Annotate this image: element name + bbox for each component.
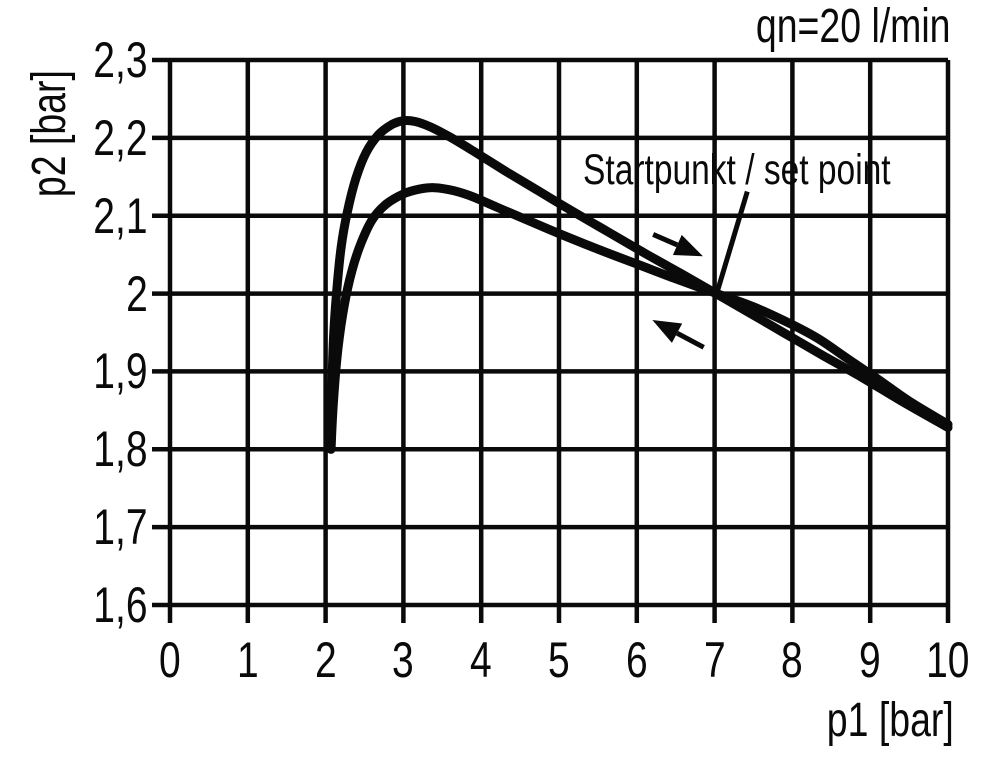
- y-tick-label-1,9-text: 1,9: [93, 343, 148, 400]
- y-tick-label-1,6-text: 1,6: [93, 577, 148, 633]
- x-tick-label-5-text: 5: [548, 632, 570, 688]
- y-tick-label-2,2: 2,2: [0, 112, 148, 164]
- y-tick-label-1,8-text: 1,8: [93, 421, 148, 478]
- x-tick-label-3: 3: [343, 634, 463, 687]
- x-tick-label-2: 2: [266, 634, 386, 687]
- x-tick-label-4-text: 4: [470, 632, 493, 688]
- y-tick-label-2,2-text: 2,2: [93, 109, 148, 166]
- y-tick-label-2,3: 2,3: [0, 34, 148, 86]
- set-point-annotation: Startpunkt / set point: [583, 146, 977, 194]
- chart-title: qn=20 l/min: [701, 0, 950, 53]
- x-axis-label: p1 [bar]: [791, 694, 954, 747]
- x-tick-label-1: 1: [188, 634, 308, 687]
- direction-arrow-shaft: [675, 330, 705, 350]
- curve-pressure-rising: [326, 115, 953, 454]
- x-tick-label-7-text: 7: [703, 632, 726, 688]
- annotation-leader-line: [714, 190, 750, 294]
- set-point-annotation-text: Startpunkt / set point: [583, 146, 891, 194]
- y-tick-label-1,9: 1,9: [0, 345, 148, 397]
- x-tick-label-10-text: 10: [926, 632, 970, 688]
- direction-arrow-head: [652, 320, 683, 343]
- y-tick-label-2,1: 2,1: [0, 190, 148, 242]
- y-tick-label-2,1-text: 2,1: [93, 187, 148, 244]
- y-tick-label-2: 2: [0, 268, 148, 320]
- x-tick-label-8-text: 8: [781, 632, 804, 688]
- x-tick-label-2-text: 2: [314, 632, 337, 688]
- curve-pressure-falling: [326, 183, 953, 454]
- x-tick-label-9: 9: [810, 634, 930, 687]
- y-tick-label-1,6: 1,6: [0, 579, 148, 631]
- x-tick-label-3-text: 3: [392, 632, 415, 688]
- x-tick-label-5: 5: [499, 634, 619, 687]
- direction-arrow-shaft: [652, 232, 679, 248]
- x-tick-label-0: 0: [110, 634, 230, 687]
- x-tick-label-6: 6: [577, 634, 697, 687]
- x-tick-label-4: 4: [421, 634, 541, 687]
- x-axis-label-text: p1 [bar]: [827, 694, 954, 747]
- x-tick-label-6-text: 6: [625, 632, 648, 688]
- x-tick-label-8: 8: [732, 634, 852, 687]
- y-tick-label-2,3-text: 2,3: [93, 32, 148, 88]
- y-tick-label-1,8: 1,8: [0, 423, 148, 475]
- x-tick-label-0-text: 0: [159, 632, 181, 688]
- y-tick-label-1,7: 1,7: [0, 501, 148, 553]
- direction-arrow-head: [672, 234, 703, 257]
- y-tick-label-2-text: 2: [126, 265, 148, 322]
- x-tick-label-7: 7: [655, 634, 775, 687]
- x-tick-label-1-text: 1: [236, 632, 259, 688]
- y-tick-label-1,7-text: 1,7: [93, 499, 148, 556]
- x-tick-label-10: 10: [888, 634, 1000, 687]
- x-tick-label-9-text: 9: [859, 632, 882, 688]
- chart-title-text: qn=20 l/min: [755, 0, 950, 53]
